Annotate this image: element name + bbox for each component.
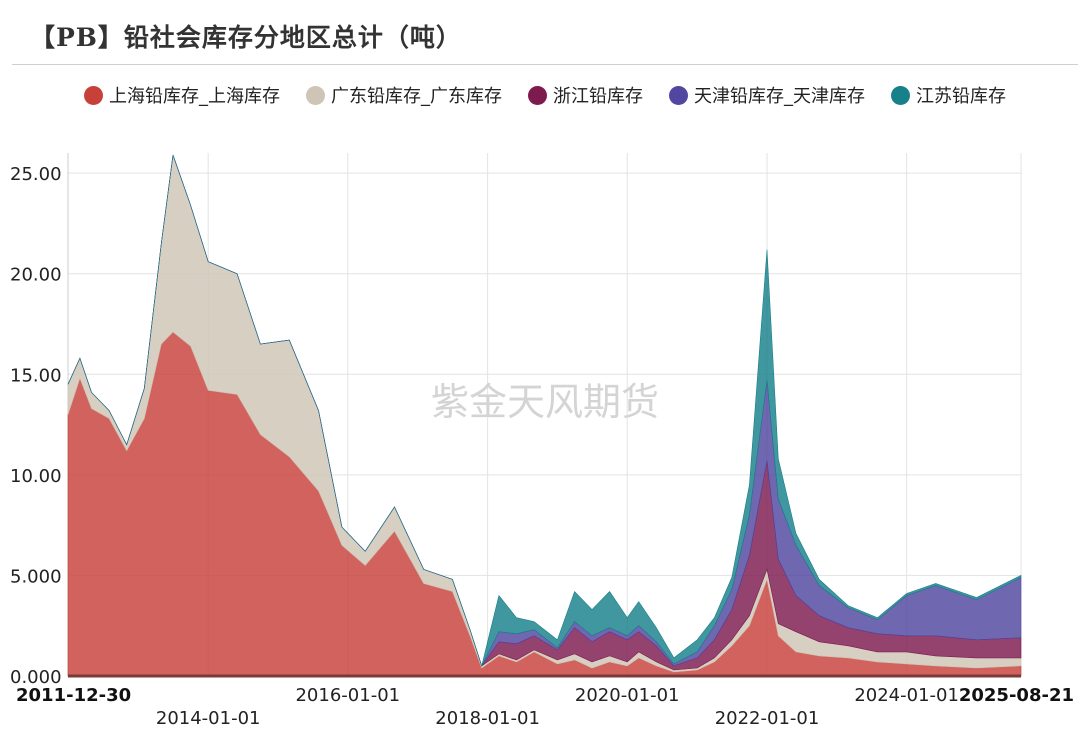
legend-label: 天津铅库存_天津库存: [694, 86, 865, 107]
x-tick-label: 2025-08-21: [959, 685, 1074, 706]
legend-item[interactable]: 上海铅库存_上海库存: [84, 78, 280, 112]
y-tick-label: 15.00: [10, 365, 62, 386]
legend-label: 广东铅库存_广东库存: [331, 86, 502, 107]
chart-title: 【PB】铅社会库存分地区总计（吨）: [30, 23, 462, 52]
legend-item[interactable]: 广东铅库存_广东库存: [306, 78, 502, 112]
x-tick-label: 2020-01-01: [575, 685, 680, 706]
x-tick-label: 2024-01-01: [854, 685, 959, 706]
area-江苏铅库存: [67, 154, 1022, 667]
area-series: [67, 154, 1022, 678]
y-tick-label: 25.00: [10, 164, 62, 185]
y-tick-label: 10.00: [10, 466, 62, 487]
watermark: 紫金天风期货: [431, 380, 659, 424]
y-tick-label: 5.000: [10, 566, 62, 587]
legend-label: 江苏铅库存: [916, 86, 1006, 107]
legend: 上海铅库存_上海库存 广东铅库存_广东库存 浙江铅库存 天津铅库存_天津库存 江苏铅库存: [84, 78, 1044, 112]
y-axis-ticks: 0.000 5.000 10.00 15.00 20.00 25.00: [10, 164, 62, 688]
legend-marker: [528, 85, 547, 105]
title-divider: [12, 64, 1078, 65]
legend-marker: [306, 85, 325, 105]
legend-marker: [669, 85, 688, 105]
legend-label: 浙江铅库存: [553, 86, 643, 107]
legend-label: 上海铅库存_上海库存: [109, 86, 280, 107]
x-tick-label: 2014-01-01: [156, 708, 261, 729]
legend-item[interactable]: 浙江铅库存: [528, 78, 643, 112]
x-tick-label: 2022-01-01: [715, 708, 820, 729]
legend-item[interactable]: 江苏铅库存: [891, 78, 1006, 112]
legend-marker: [84, 85, 103, 105]
y-tick-label: 20.00: [10, 265, 62, 286]
legend-item[interactable]: 天津铅库存_天津库存: [669, 78, 865, 112]
y-tick-label: 0.000: [10, 667, 62, 688]
legend-marker: [891, 85, 910, 105]
x-tick-label: 2018-01-01: [435, 708, 540, 729]
x-axis-ticks: 2011-12-30 2014-01-01 2016-01-01 2018-01-01…: [16, 685, 1074, 729]
x-tick-label: 2011-12-30: [16, 685, 131, 706]
x-tick-label: 2016-01-01: [295, 685, 400, 706]
